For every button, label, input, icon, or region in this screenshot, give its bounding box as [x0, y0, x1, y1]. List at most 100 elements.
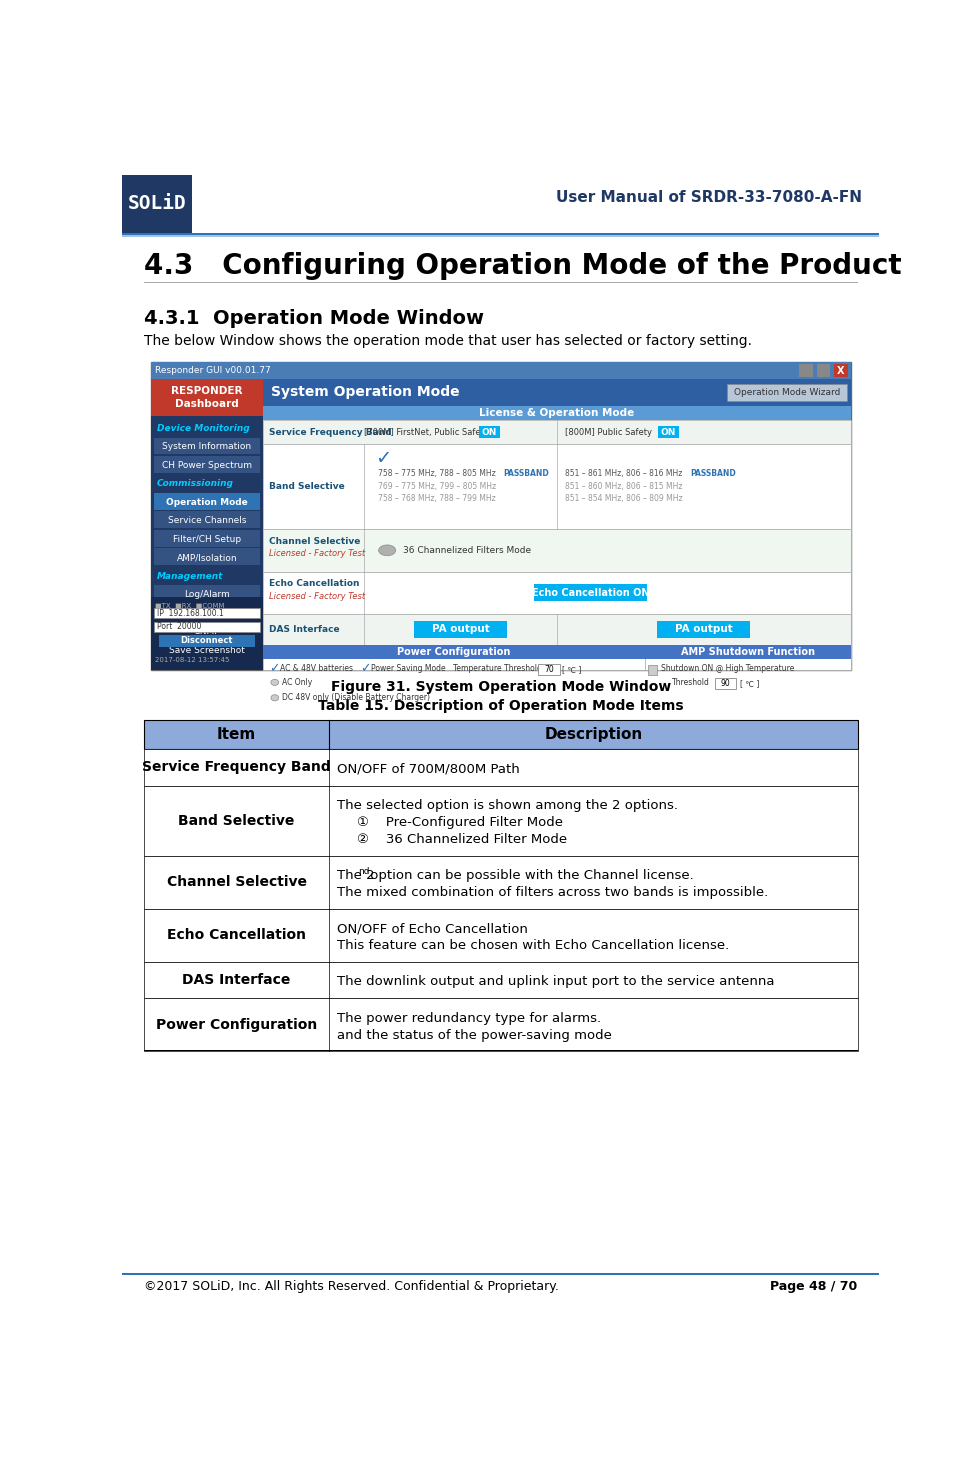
Bar [715, 678, 737, 688]
Text: Operation Mode: Operation Mode [166, 497, 248, 507]
Text: AC & 48V batteries: AC & 48V batteries [280, 663, 354, 674]
Text: PA output: PA output [675, 624, 733, 634]
Text: Band Selective: Band Selective [179, 814, 295, 828]
Text: Licensed - Factory Test: Licensed - Factory Test [270, 550, 365, 558]
Bar [150, 362, 851, 671]
Text: This feature can be chosen with Echo Cancellation license.: This feature can be chosen with Echo Can… [337, 939, 730, 952]
Text: ✓: ✓ [361, 662, 370, 675]
Bar [645, 644, 851, 671]
Bar [154, 456, 260, 472]
Bar [534, 585, 647, 601]
Text: CH Power Spectrum: CH Power Spectrum [162, 461, 252, 469]
Text: option can be possible with the Channel license.: option can be possible with the Channel … [366, 869, 694, 882]
Bar [645, 644, 851, 659]
Text: PA output: PA output [432, 624, 489, 634]
Text: Temperature Threshold: Temperature Threshold [453, 663, 542, 674]
Bar [479, 426, 500, 439]
Bar [263, 572, 851, 614]
Text: 758 – 768 MHz, 788 – 799 MHz: 758 – 768 MHz, 788 – 799 MHz [378, 494, 495, 503]
Text: System Operation Mode: System Operation Mode [271, 385, 459, 399]
Text: Operation Mode Wizard: Operation Mode Wizard [734, 388, 840, 397]
Text: Port  20000: Port 20000 [157, 623, 201, 631]
Text: Service Frequency Band: Service Frequency Band [270, 427, 392, 436]
Text: PASSBAND: PASSBAND [503, 469, 549, 478]
Text: The mixed combination of filters across two bands is impossible.: The mixed combination of filters across … [337, 886, 768, 900]
Text: Service Channels: Service Channels [168, 516, 246, 525]
Bar [263, 405, 851, 420]
Text: DAS Interface: DAS Interface [183, 972, 291, 987]
Text: ✓: ✓ [375, 449, 392, 468]
Bar [154, 642, 260, 658]
Bar [150, 362, 851, 379]
Text: ON/OFF of 700M/800M Path: ON/OFF of 700M/800M Path [337, 763, 520, 776]
Text: Upgrade/Reset: Upgrade/Reset [174, 608, 240, 618]
Bar [263, 379, 851, 405]
Text: Service Frequency Band: Service Frequency Band [143, 761, 331, 774]
Text: Echo Cancellation: Echo Cancellation [270, 579, 360, 589]
Text: 36 Channelized Filters Mode: 36 Channelized Filters Mode [403, 545, 531, 555]
Bar [263, 614, 851, 644]
Bar [154, 623, 260, 639]
Text: AMP/Isolation: AMP/Isolation [177, 553, 237, 563]
Text: Page 48 / 70: Page 48 / 70 [770, 1280, 858, 1293]
Bar [154, 437, 260, 455]
Text: DC 48V only (Disable Battery Charger): DC 48V only (Disable Battery Charger) [281, 694, 430, 703]
Text: and the status of the power-saving mode: and the status of the power-saving mode [337, 1028, 612, 1041]
Bar [150, 379, 263, 671]
Text: 70: 70 [544, 665, 554, 674]
Bar [154, 529, 260, 547]
Text: DAS Interface: DAS Interface [270, 625, 340, 634]
Text: Item: Item [217, 728, 256, 742]
Bar [144, 908, 858, 962]
Ellipse shape [271, 694, 278, 701]
Bar [658, 426, 679, 439]
Text: SOLiD: SOLiD [128, 194, 187, 213]
Bar [727, 383, 847, 401]
Text: The below Window shows the operation mode that user has selected or factory sett: The below Window shows the operation mod… [144, 334, 752, 348]
Text: Log/Alarm: Log/Alarm [184, 590, 230, 599]
Text: [ ℃ ]: [ ℃ ] [740, 678, 759, 688]
Bar [817, 363, 830, 378]
Bar [122, 1273, 879, 1274]
Text: Table 15. Description of Operation Mode Items: Table 15. Description of Operation Mode … [318, 700, 684, 713]
Bar [144, 749, 858, 786]
Text: Power Configuration: Power Configuration [156, 1018, 318, 1032]
Text: Power Saving Mode: Power Saving Mode [371, 663, 446, 674]
Text: Description: Description [544, 728, 643, 742]
Bar [154, 493, 260, 510]
Text: nd: nd [358, 868, 369, 876]
Text: [800M] Public Safety: [800M] Public Safety [565, 427, 652, 436]
Bar [154, 604, 260, 621]
Text: 851 – 861 MHz, 806 – 816 MHz: 851 – 861 MHz, 806 – 816 MHz [565, 469, 682, 478]
Bar [144, 720, 858, 749]
Text: SNMP: SNMP [194, 627, 220, 636]
Bar [154, 608, 260, 618]
Text: Echo Cancellation: Echo Cancellation [167, 929, 306, 942]
Bar [144, 786, 858, 856]
Text: 4.3.1  Operation Mode Window: 4.3.1 Operation Mode Window [144, 309, 484, 328]
Text: The power redundancy type for alarms.: The power redundancy type for alarms. [337, 1012, 601, 1025]
Bar [154, 512, 260, 528]
Text: Shutdown ON @ High Temperature: Shutdown ON @ High Temperature [660, 663, 794, 674]
Bar [263, 644, 645, 659]
Text: Device Monitoring: Device Monitoring [157, 424, 250, 433]
Text: User Manual of SRDR-33-7080-A-FN: User Manual of SRDR-33-7080-A-FN [556, 190, 863, 206]
Bar [799, 363, 814, 378]
Bar [154, 621, 260, 633]
Text: System Information: System Information [162, 442, 251, 452]
Text: Disconnect: Disconnect [181, 636, 234, 646]
Bar [833, 363, 847, 378]
Text: ■TX  ■RX  ■COMM: ■TX ■RX ■COMM [155, 604, 225, 609]
Bar [144, 999, 858, 1051]
Text: 2017-08-12 13:57:45: 2017-08-12 13:57:45 [155, 658, 230, 663]
Bar [154, 548, 260, 566]
Text: AMP Shutdown Function: AMP Shutdown Function [681, 646, 815, 656]
Bar [144, 962, 858, 999]
Text: The selected option is shown among the 2 options.: The selected option is shown among the 2… [337, 799, 678, 812]
Text: AC Only: AC Only [281, 678, 312, 687]
Bar [154, 585, 260, 602]
Text: 90: 90 [721, 678, 731, 688]
Text: Licensed - Factory Test: Licensed - Factory Test [270, 592, 365, 601]
Text: Filter/CH Setup: Filter/CH Setup [173, 535, 241, 544]
Bar [538, 663, 560, 675]
